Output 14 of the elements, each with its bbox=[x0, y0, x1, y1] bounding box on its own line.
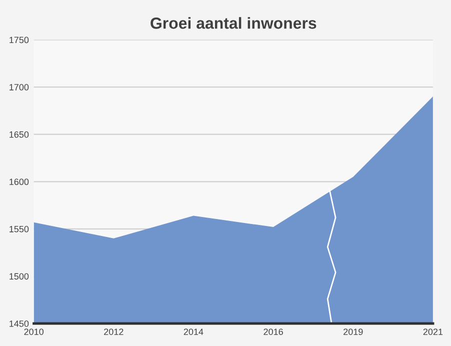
chart-title: Groei aantal inwoners bbox=[150, 17, 316, 29]
y-tick-label: 1700 bbox=[10, 84, 29, 90]
y-tick-label: 1750 bbox=[10, 36, 29, 44]
x-tick-label: 2021 bbox=[423, 328, 443, 335]
x-tick-label: 2014 bbox=[184, 328, 204, 335]
y-tick-label: 1500 bbox=[10, 273, 29, 280]
x-tick-label: 2010 bbox=[24, 328, 44, 335]
x-tick-label: 2012 bbox=[104, 328, 124, 335]
y-tick-label: 1450 bbox=[10, 320, 29, 327]
y-tick-label: 1600 bbox=[10, 178, 29, 186]
y-tick-label: 1650 bbox=[10, 131, 29, 138]
y-tick-label: 1550 bbox=[10, 226, 29, 232]
x-tick-label: 2016 bbox=[264, 328, 283, 335]
x-tick-label: 2019 bbox=[344, 328, 363, 335]
